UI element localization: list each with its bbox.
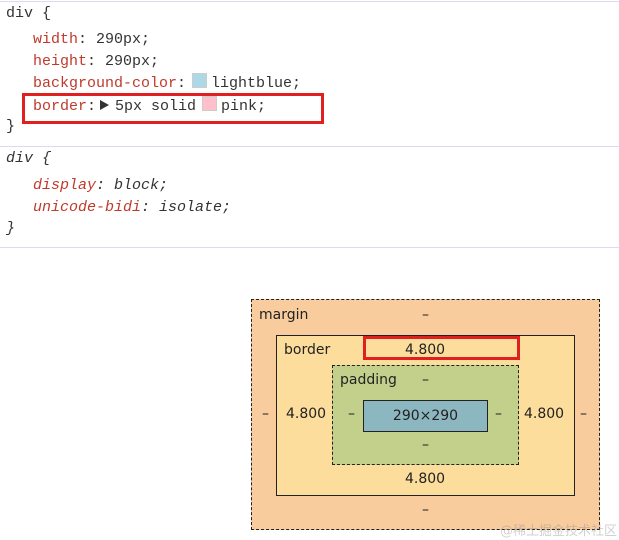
brace: { [42,5,52,22]
content-box[interactable]: 290×290 [363,400,488,432]
border-left[interactable]: 4.800 [286,406,327,422]
padding-bottom[interactable]: – [422,437,429,453]
property-name: unicode-bidi [33,199,142,216]
brace: { [42,150,52,167]
highlight-border-declaration [22,93,324,124]
property-value: isolate; [159,199,232,216]
property-name: background-color [33,75,178,92]
padding-right[interactable]: – [495,406,502,422]
border-bottom[interactable]: 4.800 [405,471,446,487]
separator [0,247,619,248]
margin-right[interactable]: – [580,406,587,422]
color-swatch-lightblue[interactable] [192,73,208,88]
property-value: lightblue; [211,75,302,92]
declaration-unicode-bidi: unicode-bidi: isolate; [33,199,232,216]
property-value-color: pink; [221,98,267,115]
declaration-border[interactable]: border: 5px solid pink; [33,96,267,115]
declaration-width[interactable]: width: 290px; [33,31,151,48]
selector: div [6,5,34,22]
padding-top[interactable]: – [422,372,429,388]
margin-label: margin [259,307,309,323]
property-value: 290px; [105,53,160,70]
selector: div [6,150,34,167]
border-top[interactable]: 4.800 [405,342,446,358]
property-value: 5px solid [115,98,197,115]
property-name: border [33,98,88,115]
padding-left[interactable]: – [348,406,355,422]
highlight-border-top [363,336,520,360]
border-label: border [284,342,331,358]
property-value: 290px; [96,31,151,48]
padding-label: padding [340,372,397,388]
property-value: block; [114,177,169,194]
declaration-background-color[interactable]: background-color: lightblue; [33,73,302,92]
color-swatch-pink[interactable] [202,96,218,111]
declaration-display: display: block; [33,177,169,194]
separator [0,1,619,2]
watermark: @稀土掘金技术社区 [500,524,618,539]
property-name: display [33,177,97,194]
brace: } [6,220,16,237]
property-name: height [33,53,88,70]
content-size: 290×290 [392,408,459,424]
margin-bottom[interactable]: – [422,502,429,518]
brace: } [6,118,16,135]
margin-left[interactable]: – [262,406,269,422]
property-name: width [33,31,79,48]
border-right[interactable]: 4.800 [524,406,565,422]
margin-top[interactable]: – [422,307,429,323]
separator [0,146,619,147]
expand-triangle-icon[interactable] [100,100,110,110]
declaration-height[interactable]: height: 290px; [33,53,160,70]
